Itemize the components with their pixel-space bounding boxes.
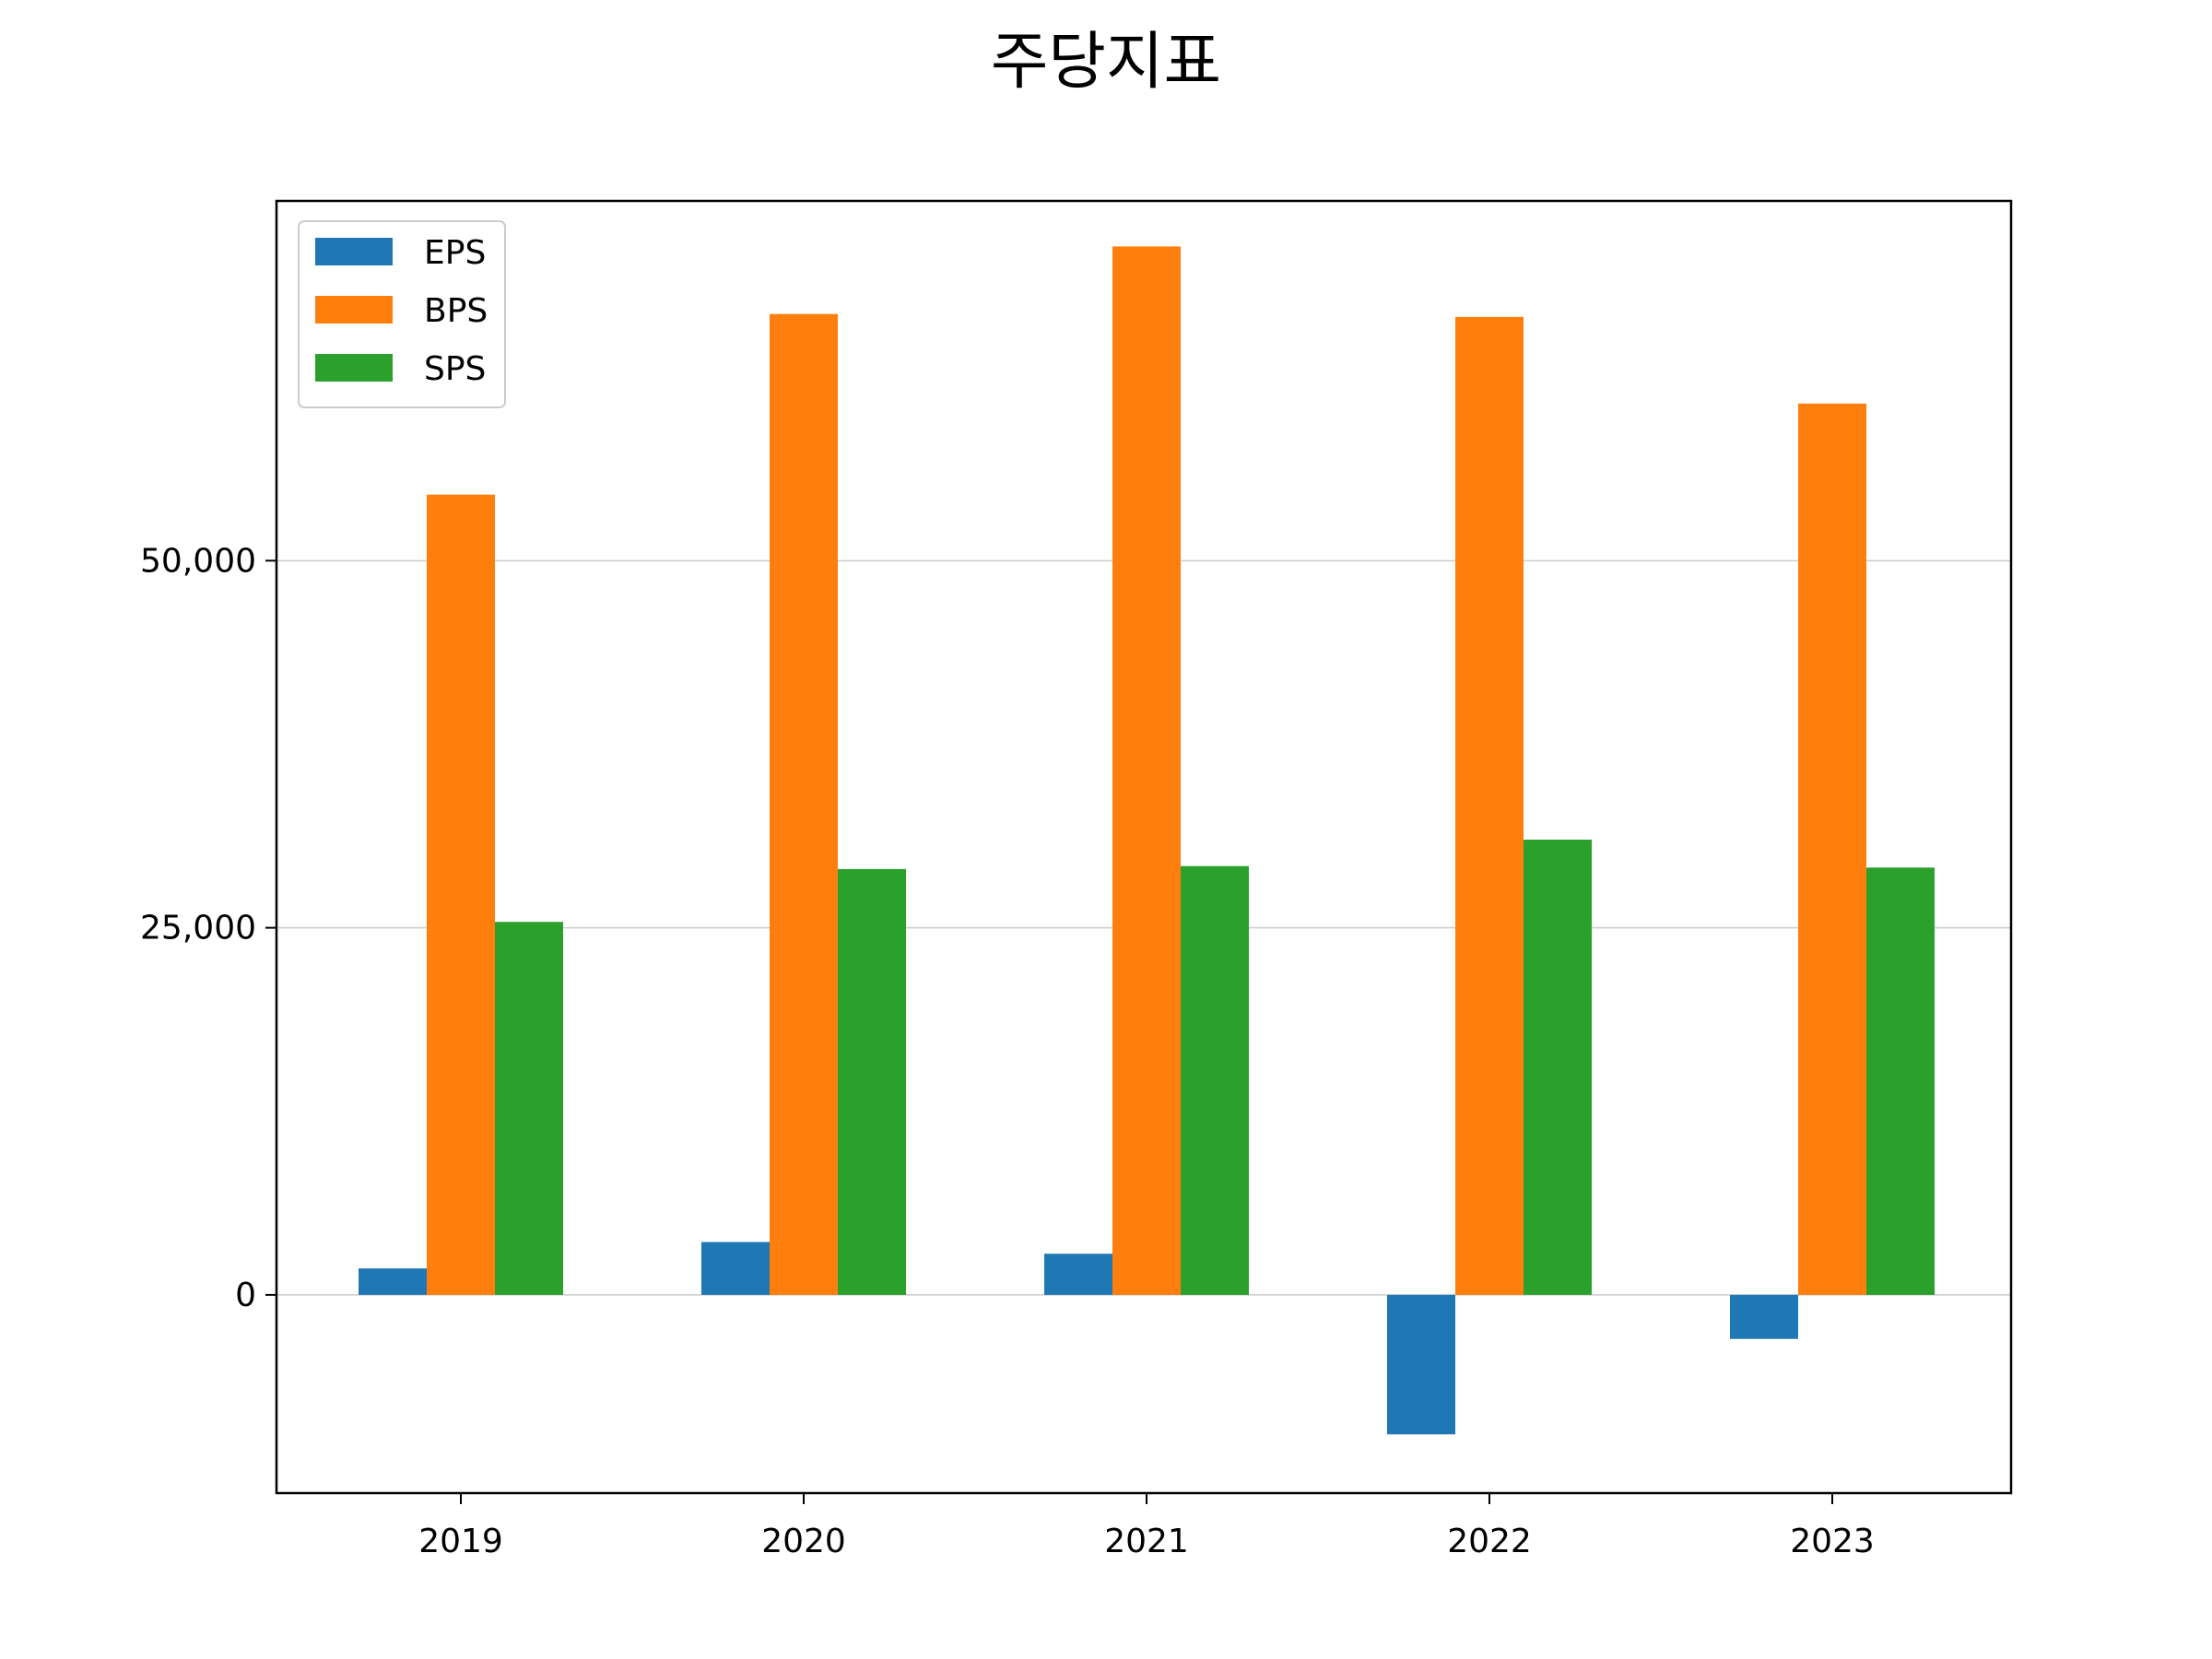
legend-label-sps: SPS bbox=[424, 350, 486, 388]
bar-eps-2020 bbox=[701, 1241, 770, 1295]
x-tick-label: 2020 bbox=[761, 1523, 846, 1560]
legend-swatch-bps bbox=[315, 296, 393, 324]
bars bbox=[359, 246, 1935, 1435]
bar-eps-2022 bbox=[1387, 1294, 1455, 1435]
x-tick-label: 2019 bbox=[418, 1523, 503, 1560]
bar-sps-2022 bbox=[1524, 840, 1592, 1295]
bar-eps-2023 bbox=[1730, 1294, 1798, 1339]
bar-bps-2021 bbox=[1112, 246, 1181, 1295]
y-tick-label: 25,000 bbox=[140, 910, 256, 947]
bar-sps-2020 bbox=[838, 868, 906, 1295]
legend-swatch-sps bbox=[315, 354, 393, 382]
bar-sps-2021 bbox=[1181, 865, 1249, 1295]
bar-bps-2019 bbox=[427, 494, 495, 1295]
y-tick-label: 0 bbox=[235, 1277, 256, 1314]
legend: EPS BPS SPS bbox=[298, 220, 506, 408]
x-axis: 2019 2020 2021 2022 2023 bbox=[418, 1493, 1875, 1560]
x-tick-label: 2021 bbox=[1104, 1523, 1189, 1560]
bar-bps-2020 bbox=[770, 313, 838, 1295]
legend-label-eps: EPS bbox=[424, 234, 486, 272]
x-tick-label: 2022 bbox=[1447, 1523, 1532, 1560]
x-tick-label: 2023 bbox=[1790, 1523, 1875, 1560]
bar-eps-2019 bbox=[359, 1268, 427, 1295]
bar-bps-2022 bbox=[1455, 316, 1524, 1295]
y-axis: 0 25,000 50,000 bbox=[140, 542, 276, 1314]
bar-sps-2019 bbox=[495, 922, 563, 1295]
legend-label-bps: BPS bbox=[424, 292, 488, 330]
plot-frame bbox=[275, 199, 2013, 1495]
y-tick-label: 50,000 bbox=[140, 542, 256, 580]
chart-title: 주당지표 bbox=[991, 26, 1221, 99]
bar-sps-2023 bbox=[1866, 867, 1935, 1295]
bar-eps-2021 bbox=[1044, 1253, 1112, 1295]
bar-bps-2023 bbox=[1798, 403, 1866, 1295]
legend-swatch-eps bbox=[315, 238, 393, 265]
